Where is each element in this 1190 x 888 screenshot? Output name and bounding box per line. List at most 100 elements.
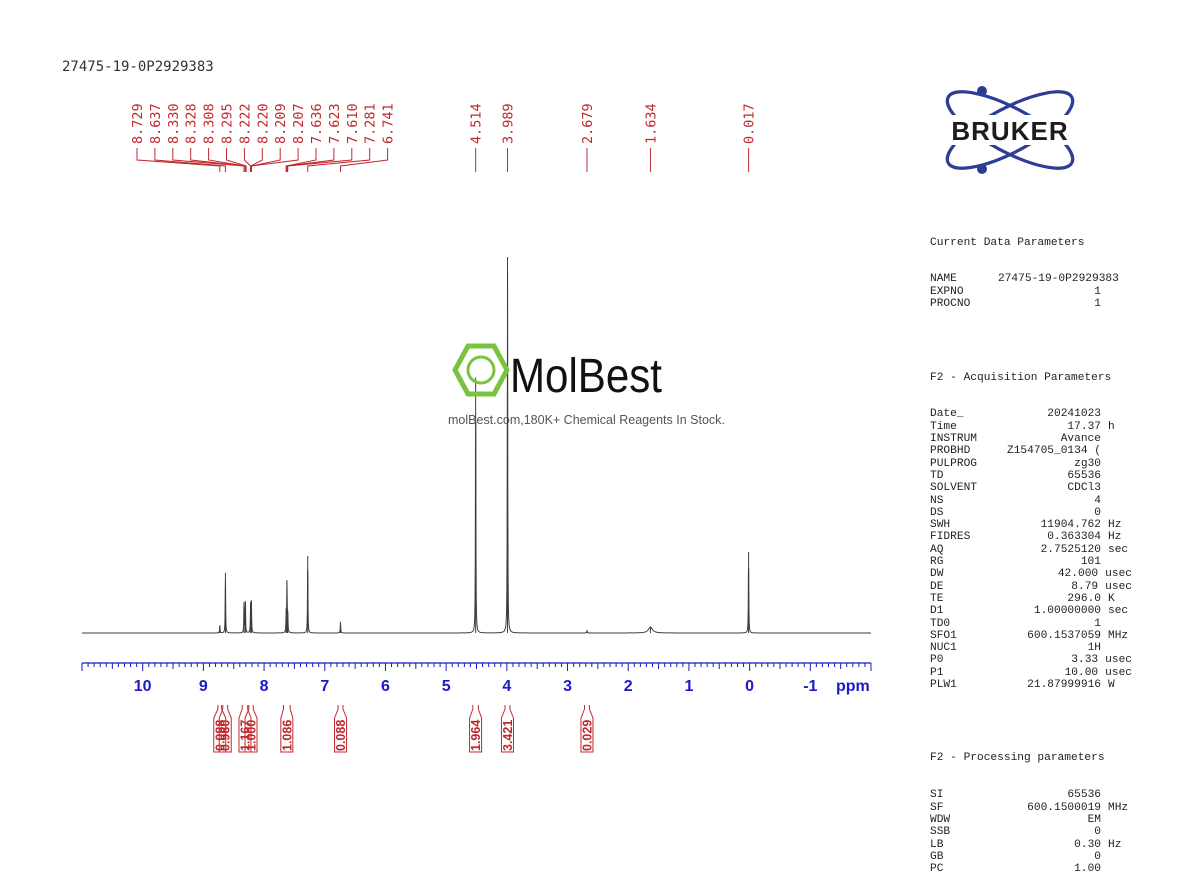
peak-label: 8.207 bbox=[291, 103, 307, 144]
param-value: 600.1500019 bbox=[1027, 801, 1101, 814]
param-unit: MHz bbox=[1108, 801, 1129, 814]
param-row: TE 296.0 K bbox=[930, 593, 1132, 605]
param-unit: Hz bbox=[1108, 519, 1122, 532]
param-key: DS bbox=[930, 506, 944, 519]
param-unit: K bbox=[1108, 592, 1115, 605]
param-row: EXPNO 1 bbox=[930, 286, 1132, 298]
param-key: SOLVENT bbox=[930, 482, 977, 495]
param-unit bbox=[1101, 556, 1108, 568]
param-row: D1 1.00000000 sec bbox=[930, 605, 1132, 617]
param-value: 10.00 bbox=[1064, 666, 1099, 679]
param-row: INSTRUM Avance bbox=[930, 433, 1132, 445]
peak-leader bbox=[250, 148, 263, 172]
x-tick-label: 5 bbox=[442, 678, 451, 695]
param-key: DW bbox=[930, 568, 944, 581]
param-key: NUC1 bbox=[930, 642, 957, 655]
peak-leader bbox=[190, 148, 245, 172]
peak-label: 7.623 bbox=[327, 103, 343, 144]
watermark-brand: MolBest bbox=[510, 350, 662, 402]
x-tick-label: 1 bbox=[684, 678, 693, 695]
x-tick-label: 3 bbox=[563, 678, 572, 695]
param-value: 1H bbox=[1087, 642, 1101, 655]
param-row: P0 3.33 usec bbox=[930, 654, 1132, 666]
peak-leader bbox=[307, 148, 371, 172]
param-value: 0 bbox=[1094, 826, 1101, 839]
param-row: PULPROG zg30 bbox=[930, 458, 1132, 470]
param-value: 1 bbox=[1094, 617, 1101, 630]
peak-leader bbox=[251, 148, 299, 172]
peak-label: 8.220 bbox=[255, 103, 271, 144]
peak-label: 8.328 bbox=[184, 103, 200, 144]
integral-bracket bbox=[280, 705, 294, 753]
param-value: 3.33 bbox=[1071, 654, 1099, 667]
param-row: SF 600.1500019 MHz bbox=[930, 802, 1132, 814]
param-key: EXPNO bbox=[930, 285, 964, 298]
logo-dot-bottom bbox=[977, 164, 987, 174]
integral-label: 1.086 bbox=[280, 720, 294, 751]
param-key: NS bbox=[930, 494, 944, 507]
bruker-logo: BRUKER bbox=[928, 86, 1092, 174]
integral-label: 0.029 bbox=[580, 720, 594, 751]
integral-bracket bbox=[218, 705, 232, 753]
param-unit: usec bbox=[1105, 654, 1132, 667]
param-value: 1.00 bbox=[1074, 863, 1101, 876]
param-key: PLW1 bbox=[930, 678, 957, 691]
param-unit: h bbox=[1108, 420, 1115, 433]
param-row: PROCNO 1 bbox=[930, 298, 1132, 310]
peak-label: 2.679 bbox=[580, 103, 596, 144]
param-key: SSB bbox=[930, 826, 951, 839]
param-value: EM bbox=[1087, 813, 1101, 826]
param-value: 0 bbox=[1094, 850, 1101, 863]
param-row: P1 10.00 usec bbox=[930, 667, 1132, 679]
param-key: FIDRES bbox=[930, 531, 971, 544]
param-unit bbox=[1101, 298, 1108, 310]
param-value: zg30 bbox=[1074, 457, 1101, 470]
param-key: INSTRUM bbox=[930, 433, 977, 446]
param-value: 0.30 bbox=[1074, 838, 1101, 851]
param-unit: usec bbox=[1105, 666, 1132, 679]
param-key: PULPROG bbox=[930, 457, 977, 470]
x-tick-label: 6 bbox=[381, 678, 390, 695]
param-key: TD bbox=[930, 469, 944, 482]
param-key: SWH bbox=[930, 519, 951, 532]
param-unit bbox=[1101, 507, 1108, 519]
param-row: SSB 0 bbox=[930, 826, 1132, 838]
x-axis-unit-label: ppm bbox=[836, 678, 870, 695]
param-unit: usec bbox=[1105, 580, 1132, 593]
param-key: PROBHD bbox=[930, 445, 971, 458]
x-tick-label: 9 bbox=[199, 678, 208, 695]
spectrum-trace bbox=[82, 274, 871, 634]
param-row: GB 0 bbox=[930, 851, 1132, 863]
logo-text-backdrop bbox=[928, 115, 1092, 145]
processing-params-list: SI 65536 SF 600.1500019 MHz WDW EM SSB 0 LB 0.30 Hz… bbox=[930, 789, 1140, 875]
param-value: CDCl3 bbox=[1067, 482, 1101, 495]
param-row: WDW EM bbox=[930, 814, 1132, 826]
param-row: PROBHD Z154705_0134 ( bbox=[930, 445, 1132, 457]
param-row: SFO1 600.1537059 MHz bbox=[930, 630, 1132, 642]
current-params-list: NAME 27475-19-0P2929383 EXPNO 1 PROCNO 1 bbox=[930, 273, 1140, 310]
param-value: Avance bbox=[1060, 433, 1101, 446]
x-tick-label: 0 bbox=[745, 678, 754, 695]
peak-label: 8.222 bbox=[237, 103, 253, 144]
param-unit bbox=[1101, 482, 1108, 494]
peak-label: 1.634 bbox=[643, 103, 659, 144]
param-key: RG bbox=[930, 556, 944, 569]
param-key: WDW bbox=[930, 813, 951, 826]
param-key: P0 bbox=[930, 654, 944, 667]
acquisition-params-list: Date_ 20241023 Time 17.37 h INSTRUM Avance PROB… bbox=[930, 408, 1140, 691]
param-value: 1 bbox=[1094, 285, 1101, 298]
param-row: NUC1 1H bbox=[930, 642, 1132, 654]
peak-label: 8.295 bbox=[220, 103, 236, 144]
param-value: 1 bbox=[1094, 298, 1101, 311]
param-unit bbox=[1101, 470, 1108, 482]
param-row: DE 8.79 usec bbox=[930, 581, 1132, 593]
logo-text: BRUKER bbox=[951, 116, 1068, 146]
param-row: FIDRES 0.363304 Hz bbox=[930, 531, 1132, 543]
param-key: D1 bbox=[930, 605, 944, 618]
param-key: TE bbox=[930, 592, 944, 605]
param-value: 600.1537059 bbox=[1027, 629, 1101, 642]
param-value: 296.0 bbox=[1067, 592, 1101, 605]
param-key: LB bbox=[930, 838, 944, 851]
param-unit bbox=[1101, 273, 1108, 285]
peak-leader bbox=[226, 148, 247, 172]
